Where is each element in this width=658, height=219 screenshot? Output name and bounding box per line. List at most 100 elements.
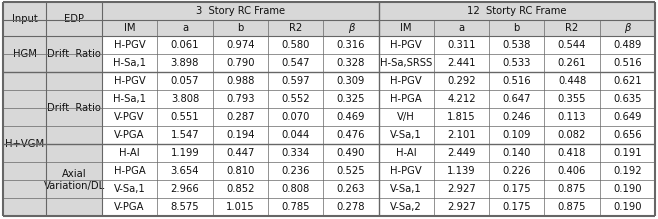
Text: 2.966: 2.966 — [170, 184, 199, 194]
Text: 8.575: 8.575 — [170, 202, 199, 212]
Text: 0.190: 0.190 — [613, 202, 642, 212]
Text: V-PGA: V-PGA — [114, 130, 145, 140]
Text: 0.070: 0.070 — [282, 112, 310, 122]
Text: 0.476: 0.476 — [337, 130, 365, 140]
Text: 0.533: 0.533 — [503, 58, 531, 68]
Text: Axial
Variation/DL: Axial Variation/DL — [43, 169, 105, 191]
Text: H-AI: H-AI — [396, 148, 417, 158]
Text: H-Sa,1: H-Sa,1 — [113, 58, 146, 68]
Text: 0.525: 0.525 — [336, 166, 365, 176]
Text: 3.654: 3.654 — [170, 166, 199, 176]
Text: R2: R2 — [565, 23, 578, 33]
Bar — [46, 2, 102, 216]
Text: 0.875: 0.875 — [558, 202, 586, 212]
Text: β: β — [624, 23, 630, 33]
Text: 0.226: 0.226 — [503, 166, 531, 176]
Text: 0.175: 0.175 — [503, 202, 531, 212]
Text: 3.808: 3.808 — [171, 94, 199, 104]
Text: 0.061: 0.061 — [170, 40, 199, 50]
Text: H-PGA: H-PGA — [390, 94, 422, 104]
Text: 0.544: 0.544 — [558, 40, 586, 50]
Text: H-PGV: H-PGV — [390, 166, 422, 176]
Text: b: b — [237, 23, 243, 33]
Text: 3  Story RC Frame: 3 Story RC Frame — [195, 6, 285, 16]
Text: 0.647: 0.647 — [503, 94, 531, 104]
Text: 2.927: 2.927 — [447, 202, 476, 212]
Text: 0.448: 0.448 — [558, 76, 586, 86]
Text: 0.538: 0.538 — [503, 40, 531, 50]
Text: 0.469: 0.469 — [337, 112, 365, 122]
Text: 0.278: 0.278 — [337, 202, 365, 212]
Text: 0.793: 0.793 — [226, 94, 255, 104]
Text: 0.635: 0.635 — [613, 94, 642, 104]
Text: V-PGA: V-PGA — [114, 202, 145, 212]
Text: 1.139: 1.139 — [447, 166, 476, 176]
Text: 0.418: 0.418 — [558, 148, 586, 158]
Text: 12  Storty RC Frame: 12 Storty RC Frame — [467, 6, 567, 16]
Text: 0.621: 0.621 — [613, 76, 642, 86]
Text: H+VGM: H+VGM — [5, 139, 44, 149]
Text: 0.447: 0.447 — [226, 148, 255, 158]
Text: IM: IM — [124, 23, 136, 33]
Text: 0.246: 0.246 — [503, 112, 531, 122]
Text: H-PGV: H-PGV — [114, 76, 145, 86]
Text: H-Sa,SRSS: H-Sa,SRSS — [380, 58, 432, 68]
Text: 0.175: 0.175 — [503, 184, 531, 194]
Text: V-Sa,1: V-Sa,1 — [114, 184, 145, 194]
Text: 0.191: 0.191 — [613, 148, 642, 158]
Text: 0.808: 0.808 — [282, 184, 310, 194]
Text: 1.547: 1.547 — [170, 130, 199, 140]
Text: 1.815: 1.815 — [447, 112, 476, 122]
Text: 0.309: 0.309 — [337, 76, 365, 86]
Text: b: b — [514, 23, 520, 33]
Text: Drift  Ratio: Drift Ratio — [47, 49, 101, 59]
Text: 0.109: 0.109 — [503, 130, 531, 140]
Text: 0.057: 0.057 — [170, 76, 199, 86]
Text: 4.212: 4.212 — [447, 94, 476, 104]
Text: 0.192: 0.192 — [613, 166, 642, 176]
Text: 0.406: 0.406 — [558, 166, 586, 176]
Text: HGM: HGM — [13, 49, 36, 59]
Text: 0.516: 0.516 — [613, 58, 642, 68]
Text: 0.140: 0.140 — [503, 148, 531, 158]
Text: 0.547: 0.547 — [282, 58, 310, 68]
Text: H-PGV: H-PGV — [390, 40, 422, 50]
Text: H-PGA: H-PGA — [114, 166, 145, 176]
Text: Input: Input — [12, 14, 38, 24]
Text: EDP: EDP — [64, 14, 84, 24]
Text: 2.449: 2.449 — [447, 148, 476, 158]
Bar — [3, 2, 46, 216]
Text: 0.597: 0.597 — [281, 76, 310, 86]
Text: 0.311: 0.311 — [447, 40, 476, 50]
Text: V-Sa,1: V-Sa,1 — [390, 184, 422, 194]
Text: H-PGV: H-PGV — [390, 76, 422, 86]
Text: 0.316: 0.316 — [337, 40, 365, 50]
Text: 0.785: 0.785 — [282, 202, 310, 212]
Text: 0.325: 0.325 — [337, 94, 365, 104]
Text: 0.489: 0.489 — [613, 40, 642, 50]
Text: Drift  Ratio: Drift Ratio — [47, 103, 101, 113]
Text: 0.580: 0.580 — [282, 40, 310, 50]
Text: 0.334: 0.334 — [282, 148, 310, 158]
Text: R2: R2 — [289, 23, 302, 33]
Text: 0.261: 0.261 — [558, 58, 586, 68]
Text: 2.927: 2.927 — [447, 184, 476, 194]
Text: 0.194: 0.194 — [226, 130, 255, 140]
Text: V-Sa,1: V-Sa,1 — [390, 130, 422, 140]
Text: 1.199: 1.199 — [170, 148, 199, 158]
Text: 2.101: 2.101 — [447, 130, 476, 140]
Text: 0.656: 0.656 — [613, 130, 642, 140]
Text: 0.236: 0.236 — [282, 166, 310, 176]
Text: 0.988: 0.988 — [226, 76, 255, 86]
Bar — [102, 2, 655, 36]
Text: 0.082: 0.082 — [558, 130, 586, 140]
Text: 0.190: 0.190 — [613, 184, 642, 194]
Text: 2.441: 2.441 — [447, 58, 476, 68]
Text: 0.551: 0.551 — [170, 112, 199, 122]
Text: a: a — [459, 23, 465, 33]
Text: 0.292: 0.292 — [447, 76, 476, 86]
Text: 0.974: 0.974 — [226, 40, 255, 50]
Text: 0.328: 0.328 — [337, 58, 365, 68]
Text: V/H: V/H — [397, 112, 415, 122]
Text: 0.355: 0.355 — [558, 94, 586, 104]
